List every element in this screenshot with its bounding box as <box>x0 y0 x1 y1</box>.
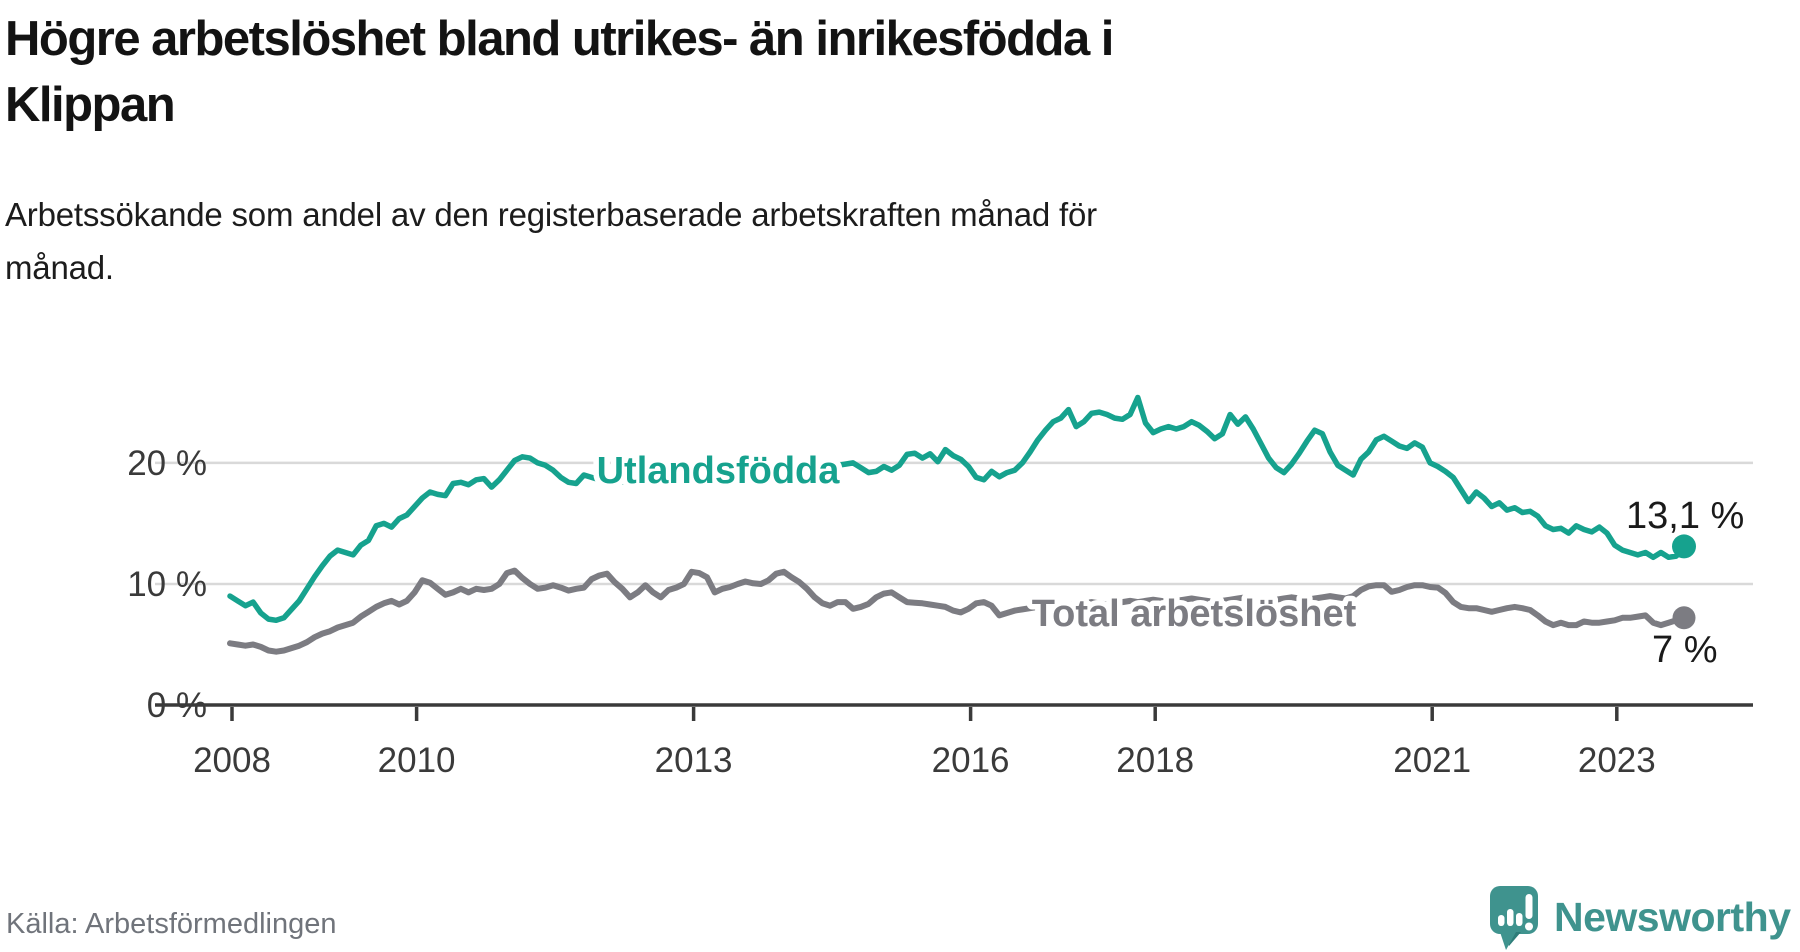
end-value-label-total: 7 % <box>1652 629 1717 671</box>
x-tick-label-2008: 2008 <box>193 741 271 780</box>
x-tick-label-2016: 2016 <box>932 741 1010 780</box>
chart-title-line2: Klippan <box>5 78 176 132</box>
chart-subtitle: Arbetssökande som andel av den registerb… <box>5 188 1705 294</box>
x-tick-label-2018: 2018 <box>1116 741 1194 780</box>
y-tick-label-10pct: 10 % <box>127 565 207 604</box>
end-value-label-utlandsfodda: 13,1 % <box>1626 495 1744 537</box>
x-tick-label-2010: 2010 <box>378 741 456 780</box>
newsworthy-logo-icon <box>1490 886 1538 950</box>
series-line-total <box>227 567 1687 655</box>
end-dot-utlandsfodda <box>1672 534 1696 559</box>
chart-subtitle-line1: Arbetssökande som andel av den registerb… <box>5 196 1097 233</box>
y-tick-label-20pct: 20 % <box>127 444 207 483</box>
series-label-total: Total arbetslöshet <box>1032 593 1357 635</box>
chart-subtitle-line2: månad. <box>5 249 114 286</box>
newsworthy-logo-text: Newsworthy <box>1554 894 1791 940</box>
source-text: Källa: Arbetsförmedlingen <box>6 908 337 940</box>
x-tick-label-2021: 2021 <box>1393 741 1471 780</box>
newsworthy-logo[interactable]: Newsworthy <box>1490 886 1791 952</box>
series-label-utlandsfodda: Utlandsfödda <box>597 450 841 492</box>
end-dot-total <box>1672 606 1696 630</box>
y-tick-label-0pct: 0 % <box>147 686 207 725</box>
x-tick-label-2023: 2023 <box>1578 741 1656 780</box>
x-tick-label-2013: 2013 <box>655 741 733 780</box>
series-line-utlandsfodda <box>227 394 1687 624</box>
chart-title: Högre arbetslöshet bland utrikes- än inr… <box>5 6 1705 138</box>
chart-title-line1: Högre arbetslöshet bland utrikes- än inr… <box>5 12 1114 66</box>
